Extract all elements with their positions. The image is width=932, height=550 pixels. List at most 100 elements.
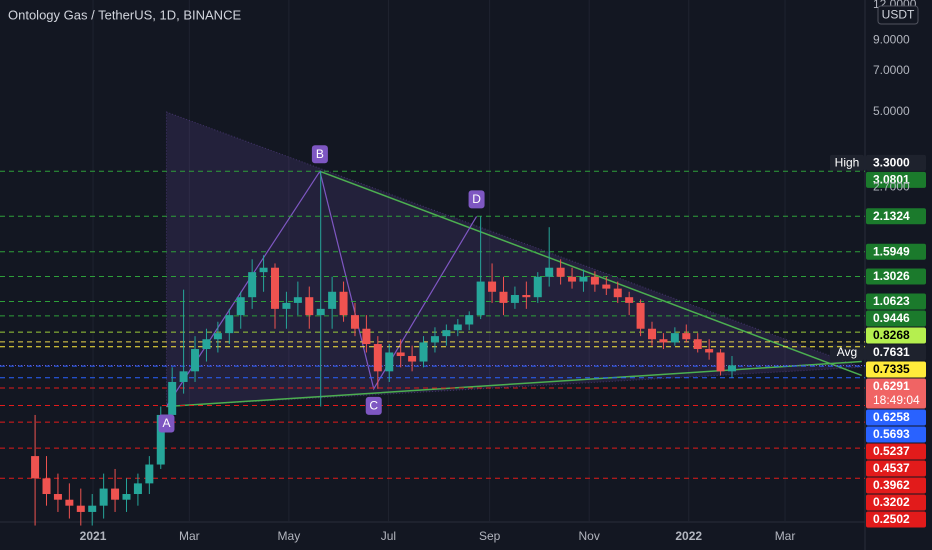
candles <box>31 171 736 526</box>
level-label-bg <box>866 344 926 361</box>
candle-body <box>556 267 565 277</box>
candle-body <box>53 494 62 500</box>
level-label: 2.1324 <box>873 209 910 223</box>
x-tick-label: Mar <box>179 529 200 543</box>
level-label: 0.3962 <box>873 478 910 492</box>
candle-body <box>430 336 439 343</box>
candle-body <box>419 342 428 362</box>
candle-body <box>293 297 302 303</box>
y-tick-label: 2.7000 <box>873 180 910 194</box>
candle-body <box>465 315 474 325</box>
level-label-bg <box>866 409 926 426</box>
pattern-point-bg <box>365 396 382 415</box>
pattern-point-bg <box>311 145 328 164</box>
chart-title: Ontology Gas / TetherUS, 1D, BINANCE <box>8 7 241 22</box>
candle-body <box>339 291 348 316</box>
level-label-bg <box>866 208 926 225</box>
level-label: 0.3202 <box>873 495 910 509</box>
candle-body <box>202 339 211 350</box>
candle-body <box>305 297 314 316</box>
x-tick-label: 2022 <box>675 529 702 543</box>
level-label-bg <box>866 460 926 477</box>
level-label: 0.5693 <box>873 427 910 441</box>
level-label: 1.5949 <box>873 244 910 258</box>
candle-body <box>350 315 359 329</box>
candle-body <box>636 302 645 329</box>
level-label: 1.3026 <box>873 269 910 283</box>
candle-body <box>590 276 599 285</box>
level-tag-bg <box>830 154 864 171</box>
candle-body <box>236 297 245 316</box>
level-label-bg <box>866 154 926 171</box>
candle-body <box>476 281 485 316</box>
candle-body <box>705 349 714 353</box>
level-tag: High <box>835 156 860 170</box>
candle-body <box>510 295 519 303</box>
candle-body <box>625 297 634 303</box>
candle-body <box>362 328 371 345</box>
candle-body <box>716 352 725 372</box>
level-label-bg <box>866 268 926 285</box>
currency-box[interactable] <box>877 5 919 25</box>
candle-body <box>271 267 280 309</box>
level-label-bg <box>866 243 926 260</box>
candle-body <box>191 349 200 372</box>
candle-body <box>168 381 177 415</box>
candle-body <box>727 365 736 372</box>
level-label-bg <box>866 494 926 511</box>
candle-body <box>225 315 234 334</box>
candle-body <box>328 291 337 309</box>
levels: 3.3000 High 3.0801 2.1324 1.5949 1.3026 1.0623… <box>0 154 926 528</box>
candle-body <box>613 288 622 298</box>
candle-body <box>42 478 51 495</box>
level-label-bg <box>866 327 926 344</box>
level-label: 0.7631 <box>873 345 910 359</box>
level-label: 0.4537 <box>873 461 910 475</box>
x-tick-label: Jul <box>381 529 396 543</box>
candle-body <box>156 414 165 465</box>
level-label-bg <box>866 378 926 409</box>
level-label-bg <box>866 511 926 528</box>
x-tick-label: 2021 <box>80 529 107 543</box>
candle-body <box>533 276 542 298</box>
candle-body <box>408 356 417 362</box>
y-tick-label: 7.0000 <box>873 63 910 77</box>
candle-body <box>579 276 588 282</box>
y-tick-label: 5.0000 <box>873 104 910 118</box>
triangle-shade <box>165 111 862 408</box>
level-tag-bg <box>830 344 864 361</box>
candle-body <box>499 291 508 303</box>
candle-body <box>88 505 97 512</box>
candle-body <box>111 488 120 500</box>
candle-body <box>396 352 405 357</box>
drawings <box>165 111 863 408</box>
candle-body <box>122 494 131 500</box>
candle-body <box>259 267 268 273</box>
y-tick-label: 9.0000 <box>873 32 910 46</box>
level-label: 3.0801 <box>873 173 910 187</box>
level-label: 1.0623 <box>873 294 910 308</box>
level-label: 0.9446 <box>873 311 910 325</box>
pattern-line <box>165 169 478 407</box>
x-tick-label: Mar <box>775 529 796 543</box>
candle-body <box>316 308 325 316</box>
candle-body <box>442 330 451 337</box>
candle-body <box>248 272 257 298</box>
level-label-bg <box>866 477 926 494</box>
candle-body <box>385 352 394 372</box>
x-tick-label: Nov <box>579 529 600 543</box>
pattern-point-label: B <box>316 147 324 161</box>
level-label: 0.2502 <box>873 512 910 526</box>
trendline <box>319 170 863 377</box>
x-tick-label: Sep <box>479 529 501 543</box>
candle-body <box>213 333 222 340</box>
level-label: 3.3000 <box>873 156 910 170</box>
level-label: 0.6291 <box>873 379 910 393</box>
candle-body <box>179 371 188 382</box>
candle-body <box>145 464 154 484</box>
candle-body <box>648 328 657 340</box>
candle-body <box>133 483 142 495</box>
candle-body <box>568 276 577 282</box>
currency[interactable]: USDT <box>882 8 915 22</box>
